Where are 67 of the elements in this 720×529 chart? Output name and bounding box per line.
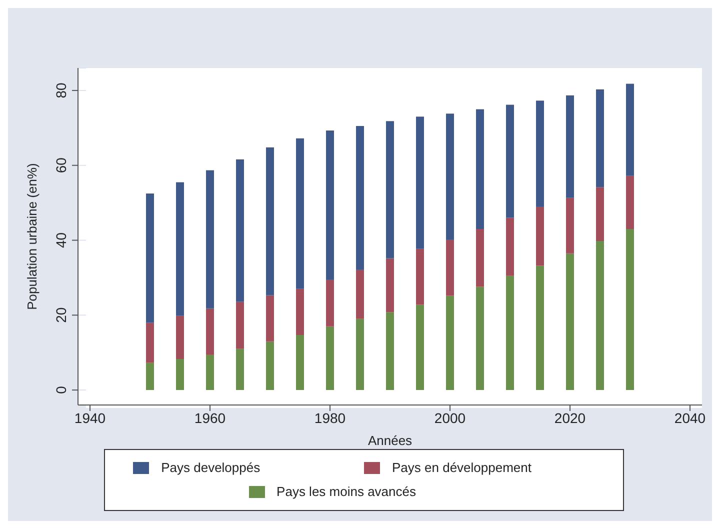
bar (206, 308, 214, 354)
bar (146, 362, 154, 390)
bar (566, 95, 574, 198)
bar (476, 229, 484, 287)
x-tick-label: 2000 (434, 410, 466, 426)
bar (626, 229, 634, 390)
bar (356, 269, 364, 319)
bar (536, 206, 544, 266)
bar (296, 288, 304, 335)
bar (416, 248, 424, 305)
bar (176, 358, 184, 390)
bar (386, 258, 394, 312)
bar (416, 116, 424, 249)
bar (386, 121, 394, 258)
bar (266, 295, 274, 342)
bar (326, 280, 334, 326)
bar (356, 318, 364, 390)
bar (596, 240, 604, 390)
x-tick-label: 2020 (554, 410, 586, 426)
bar (266, 147, 274, 296)
legend-label: Pays developpés (161, 460, 260, 475)
x-tick-label: 1980 (314, 410, 346, 426)
bar (326, 326, 334, 390)
bar (236, 159, 244, 302)
bar (506, 218, 514, 276)
bar (476, 109, 484, 230)
bar (506, 276, 514, 390)
bar (206, 170, 214, 308)
bar (596, 187, 604, 241)
bar (206, 354, 214, 390)
bar (146, 322, 154, 363)
bar (476, 286, 484, 390)
bar (506, 104, 514, 218)
bar (296, 138, 304, 289)
bar (446, 239, 454, 296)
bar (266, 341, 274, 390)
legend-label: Pays en développement (392, 460, 532, 475)
bar (536, 266, 544, 390)
x-tick-label: 1960 (194, 410, 226, 426)
y-tick-label: 40 (53, 232, 69, 248)
legend-label: Pays les moins avancés (276, 484, 416, 499)
bar (596, 89, 604, 188)
y-tick-label: 20 (53, 307, 69, 323)
bar (176, 182, 184, 316)
bar (146, 193, 154, 323)
bar (236, 302, 244, 349)
bar (626, 84, 634, 176)
bar (416, 304, 424, 390)
bar (566, 253, 574, 390)
y-tick-label: 0 (53, 386, 69, 394)
bar (176, 316, 184, 359)
y-tick-label: 60 (53, 157, 69, 174)
bar (536, 100, 544, 207)
y-tick-label: 80 (53, 82, 69, 98)
bar (566, 198, 574, 254)
x-tick-label: 1940 (74, 410, 106, 426)
bar (446, 114, 454, 240)
x-tick-label: 2040 (674, 410, 706, 426)
bar (236, 348, 244, 390)
bar (296, 334, 304, 390)
y-axis-title: Population urbaine (en%) (24, 163, 40, 310)
bar (326, 130, 334, 280)
x-axis-title: Années (368, 433, 413, 448)
bar (386, 312, 394, 390)
bar (446, 296, 454, 390)
bar (356, 126, 364, 270)
bar (626, 176, 634, 230)
